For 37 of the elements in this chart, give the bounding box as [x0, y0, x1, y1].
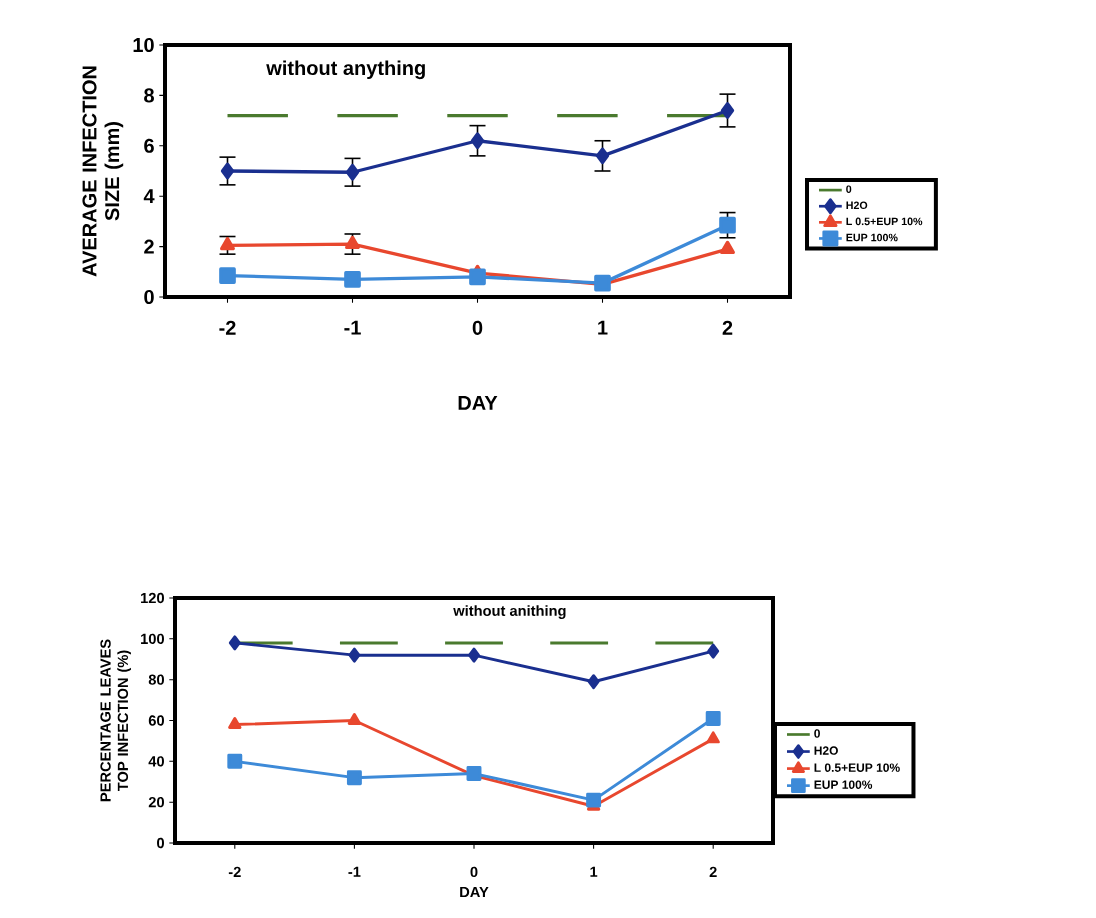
y-tick-label: 60: [148, 715, 164, 726]
legend-label: H2O: [846, 201, 868, 210]
y-tick-label: 8: [144, 88, 154, 103]
x-tick-label: -2: [228, 866, 241, 877]
y-tick-label: 4: [143, 189, 155, 204]
x-tick-label: 1: [590, 866, 598, 877]
x-axis-title: DAY: [458, 395, 498, 410]
legend-label: EUP 100%: [814, 780, 873, 789]
x-tick-label: 0: [470, 866, 478, 878]
x-tick-label: 1: [598, 320, 608, 335]
x-tick-label: 2: [722, 320, 733, 335]
y-tick-label: 0: [144, 289, 154, 305]
y-axis-title: PERCENTAGE LEAVES TOP INFECTION (%): [100, 639, 131, 802]
x-tick-label: -1: [348, 866, 361, 877]
legend-label: 0: [846, 185, 852, 193]
y-tick-label: 6: [144, 138, 154, 153]
y-tick-label: 2: [144, 239, 154, 254]
y-tick-label: 40: [148, 756, 164, 767]
chart-title: without anithing: [453, 605, 566, 619]
y-tick-label: 120: [141, 592, 164, 604]
y-tick-label: 80: [148, 674, 164, 685]
y-tick-label: 10: [133, 37, 154, 53]
legend-label: EUP 100%: [846, 233, 898, 242]
x-tick-label: -1: [344, 320, 361, 335]
y-tick-label: 0: [157, 837, 164, 849]
y-axis-title: AVERAGE INFECTION SIZE (mm): [82, 66, 124, 277]
y-tick-label: 20: [148, 796, 164, 808]
legend-label: 0: [814, 729, 820, 738]
legend-label: L 0.5+EUP 10%: [846, 217, 923, 226]
legend-label: H2O: [814, 746, 838, 755]
legend-label: L 0.5+EUP 10%: [814, 763, 900, 772]
x-axis-title: DAY: [460, 886, 489, 898]
x-tick-label: 0: [472, 320, 483, 335]
x-tick-label: 2: [709, 866, 717, 877]
x-tick-label: -2: [219, 320, 236, 335]
text: without anything: [266, 60, 425, 80]
y-tick-label: 100: [141, 633, 164, 645]
